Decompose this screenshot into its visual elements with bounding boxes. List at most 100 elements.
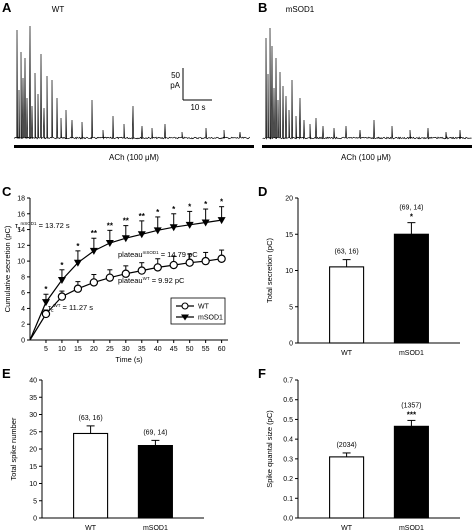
c-point-wt	[153, 263, 162, 272]
c-x-tick-label: 60	[218, 346, 226, 353]
d-y-tick-label: 20	[285, 196, 293, 203]
panel-letter-f: F	[258, 366, 266, 381]
panel-letter-e: E	[2, 366, 11, 381]
c-point-wt	[201, 256, 210, 266]
c-point-wt	[185, 258, 194, 267]
c-significance: **	[91, 229, 98, 238]
c-y-tick-label: 6	[21, 290, 25, 297]
e-y-tick-label: 35	[29, 395, 37, 402]
c-point-wt	[169, 260, 178, 270]
f-y-tick-label: 0.1	[283, 496, 293, 503]
d-n-label: (63, 16)	[335, 249, 359, 256]
c-point-msod1	[89, 247, 98, 255]
f-y-tick-label: 0.3	[283, 456, 293, 463]
e-bar-msod1	[137, 444, 173, 519]
c-point-msod1	[41, 299, 50, 307]
e-y-tick-label: 20	[29, 447, 37, 454]
stimulus-label-wt: ACh (100 μM)	[109, 153, 159, 162]
e-y-axis-label: Total spike number	[9, 417, 18, 480]
e-y-tick-label: 25	[29, 429, 37, 436]
f-y-tick-label: 0.0	[283, 516, 293, 523]
c-x-tick-label: 15	[74, 346, 82, 353]
c-y-tick-label: 0	[21, 338, 25, 345]
c-point-wt	[57, 292, 67, 301]
panel-letter-c: C	[2, 184, 12, 199]
e-n-label: (69, 14)	[143, 429, 167, 436]
scale-bar-value: 50	[171, 71, 180, 80]
panel-letter-b: B	[258, 0, 267, 15]
d-bar-wt	[329, 266, 365, 344]
c-significance: *	[156, 208, 160, 217]
f-n-label: (1357)	[401, 402, 421, 409]
c-point-wt	[73, 284, 83, 293]
f-y-tick-label: 0.4	[283, 437, 293, 444]
c-annotation-tau-msod1: τcmSOD1 = 13.72 s	[15, 221, 70, 232]
f-y-tick-label: 0.2	[283, 476, 293, 483]
d-y-tick-label: 5	[289, 304, 293, 311]
c-annotation-tau-wt: τcWT = 11.27 s	[48, 303, 93, 314]
c-point-msod1	[57, 277, 66, 285]
c-significance: *	[76, 242, 80, 251]
c-significance: *	[172, 205, 176, 214]
f-bar-msod1	[393, 425, 429, 519]
c-legend-label-msod1: mSOD1	[198, 315, 223, 322]
c-x-tick-label: 20	[90, 346, 98, 353]
d-n-label: (69, 14)	[399, 205, 423, 212]
c-x-tick-label: 10	[58, 346, 66, 353]
f-bar-wt	[329, 456, 365, 519]
c-significance: *	[44, 285, 48, 294]
f-y-tick-label: 0.7	[283, 378, 293, 385]
c-point-wt	[41, 309, 51, 319]
e-y-tick-label: 10	[29, 481, 37, 488]
e-y-tick-label: 40	[29, 378, 37, 385]
stimulus-label-msod1: ACh (100 μM)	[341, 153, 391, 162]
c-point-msod1	[73, 259, 82, 267]
c-significance: *	[204, 200, 208, 209]
c-point-msod1	[217, 217, 226, 225]
c-x-tick-label: 5	[44, 346, 48, 353]
panel-letter-a: A	[2, 0, 12, 15]
e-y-tick-label: 5	[33, 498, 37, 505]
c-significance: **	[107, 221, 114, 230]
c-legend-box	[170, 297, 226, 325]
title-msod1: mSOD1	[286, 5, 315, 14]
c-y-tick-label: 18	[17, 196, 25, 203]
d-x-tick-label: WT	[341, 350, 353, 357]
c-point-msod1	[169, 224, 178, 232]
c-x-tick-label: 25	[106, 346, 114, 353]
c-x-axis-label: Time (s)	[115, 355, 143, 364]
c-point-msod1	[153, 227, 162, 235]
d-bar-msod1	[393, 233, 429, 344]
c-y-tick-label: 14	[17, 227, 25, 234]
f-x-tick-label: WT	[341, 525, 353, 530]
c-point-wt	[105, 273, 115, 282]
c-point-msod1	[201, 219, 210, 227]
stimulus-bar-msod1	[262, 145, 472, 148]
e-y-tick-label: 15	[29, 464, 37, 471]
c-annotation-plateau-msod1: plateaumSOD1 = 14.79 pC	[118, 250, 198, 259]
f-n-label: (2034)	[336, 442, 356, 449]
e-y-tick-label: 30	[29, 412, 37, 419]
d-y-tick-label: 0	[289, 341, 293, 348]
c-point-wt	[217, 254, 226, 263]
c-point-wt	[121, 269, 131, 278]
c-y-tick-label: 4	[21, 306, 25, 313]
panel-letter-d: D	[258, 184, 267, 199]
c-point-wt	[89, 278, 99, 287]
c-point-msod1	[185, 221, 194, 229]
c-y-axis-label: Cumulative secretion (pC)	[3, 225, 12, 312]
c-significance: *	[60, 261, 64, 270]
c-y-tick-label: 12	[17, 243, 25, 250]
trace-wt	[13, 25, 251, 140]
c-x-tick-label: 40	[154, 346, 162, 353]
c-legend-marker-wt	[181, 302, 189, 310]
d-x-tick-label: mSOD1	[399, 350, 424, 357]
c-x-tick-label: 45	[170, 346, 178, 353]
e-x-tick-label: WT	[85, 525, 97, 530]
c-y-tick-label: 16	[17, 211, 25, 218]
title-wt: WT	[52, 5, 65, 14]
d-significance: *	[410, 213, 414, 222]
scale-bar-time: 10 s	[190, 103, 205, 112]
